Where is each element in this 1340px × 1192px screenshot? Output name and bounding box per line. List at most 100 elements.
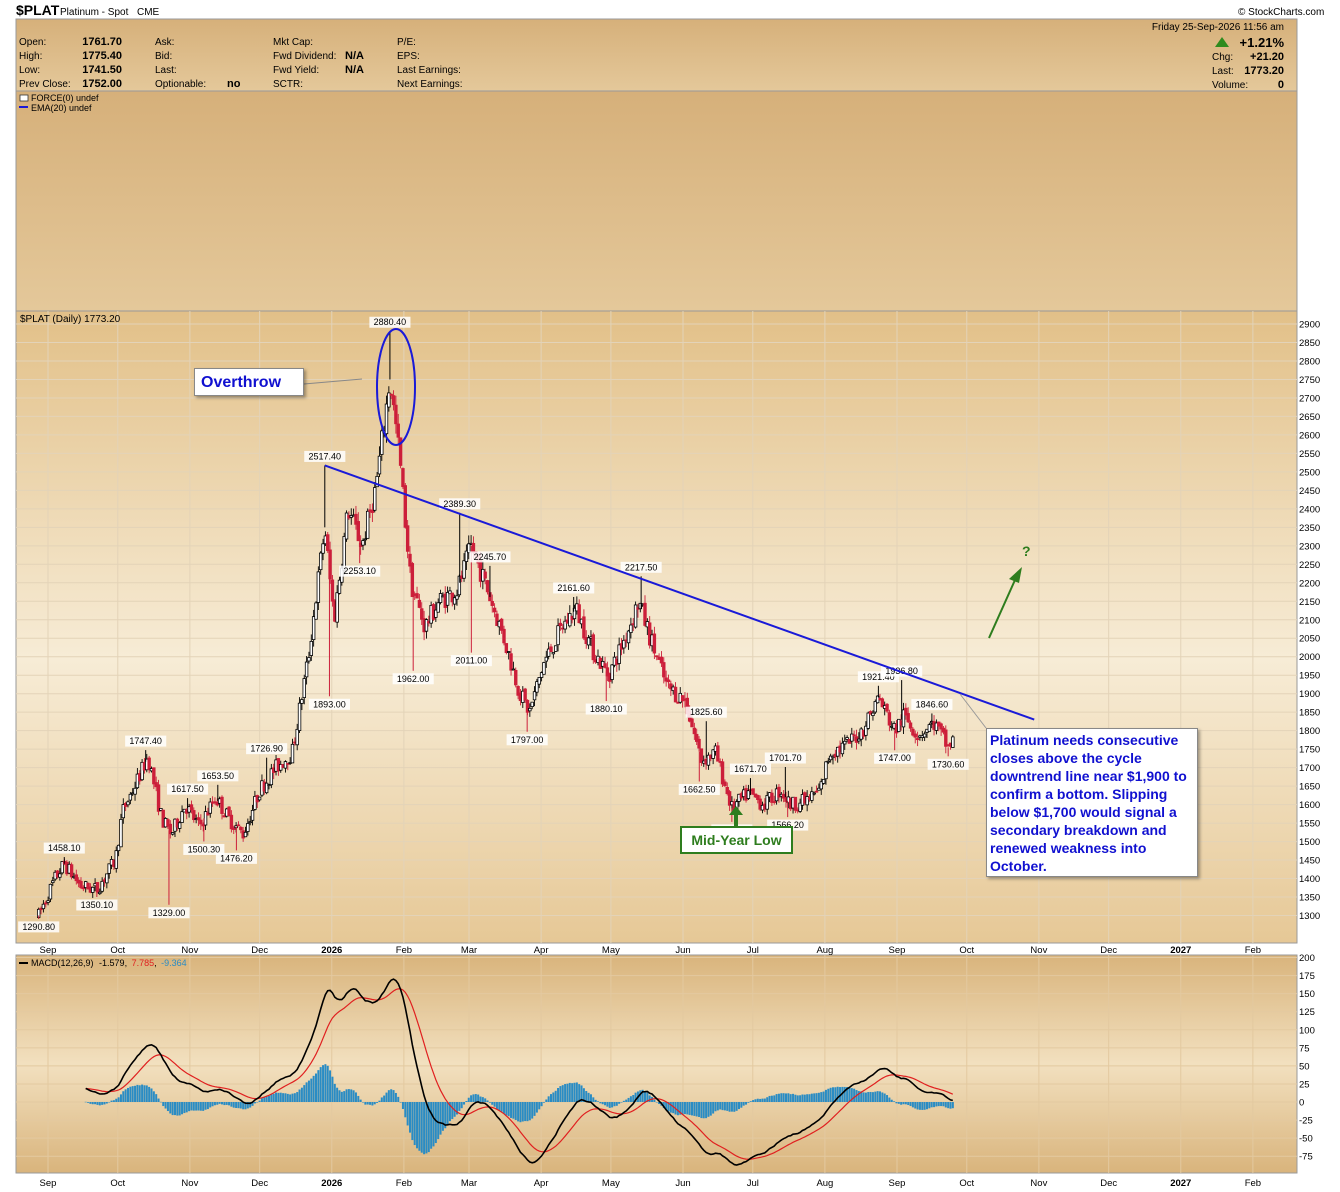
candle-body xyxy=(812,792,816,795)
macd-x-tick-label: Oct xyxy=(959,1178,974,1189)
macd-histogram-bar xyxy=(622,1100,625,1102)
x-tick-label: Oct xyxy=(110,945,125,956)
candle-body xyxy=(246,823,250,832)
macd-histogram-bar xyxy=(425,1102,428,1154)
candle-body xyxy=(539,672,544,678)
candle-body xyxy=(373,487,377,511)
macd-histogram-bar xyxy=(528,1102,531,1121)
candle-body xyxy=(405,525,410,552)
macd-histogram-bar xyxy=(902,1102,905,1105)
macd-histogram-bar xyxy=(676,1102,679,1116)
candle-body xyxy=(445,592,450,606)
candle-body xyxy=(652,633,657,654)
macd-histogram-bar xyxy=(305,1082,308,1102)
macd-histogram-bar xyxy=(604,1102,607,1106)
brand-logo[interactable]: © StockCharts.com xyxy=(1238,7,1324,18)
x-tick-label: Apr xyxy=(534,945,549,956)
candle-body xyxy=(843,740,847,745)
macd-histogram-bar xyxy=(263,1097,266,1102)
macd-histogram-bar xyxy=(759,1098,762,1102)
macd-histogram-bar xyxy=(857,1091,860,1102)
candle-body xyxy=(913,733,917,738)
macd-histogram-bar xyxy=(705,1102,708,1119)
macd-x-tick-label: Dec xyxy=(1100,1178,1117,1189)
price-tick-label: 1950 xyxy=(1299,671,1320,682)
point-label-bg xyxy=(308,698,350,710)
candle-body xyxy=(403,485,407,528)
macd-histogram-bar xyxy=(517,1102,520,1122)
macd-histogram-bar xyxy=(933,1102,936,1108)
macd-histogram-bar xyxy=(134,1085,137,1102)
macd-histogram-bar xyxy=(878,1091,881,1102)
macd-histogram-bar xyxy=(216,1102,219,1105)
macd-histogram-bar xyxy=(571,1083,574,1102)
candle-body xyxy=(297,702,302,731)
macd-histogram-bar xyxy=(580,1085,583,1102)
candle-body xyxy=(243,831,248,838)
candle-body xyxy=(384,403,389,435)
candle-body xyxy=(203,811,208,826)
macd-histogram-bar xyxy=(695,1102,698,1117)
macd-histogram-bar xyxy=(552,1092,555,1102)
symbol: $PLAT xyxy=(16,2,60,18)
candle-body xyxy=(116,844,121,852)
macd-histogram-bar xyxy=(841,1086,844,1102)
candle-body xyxy=(464,550,469,562)
macd-histogram-bar xyxy=(817,1092,820,1102)
macd-histogram-bar xyxy=(690,1102,693,1116)
macd-histogram-bar xyxy=(787,1093,790,1102)
point-label-bg xyxy=(304,450,346,462)
analysis-note: Platinum needs consecutive closes above … xyxy=(986,728,1198,877)
point-label-bg xyxy=(18,921,60,933)
macd-histogram-bar xyxy=(392,1090,395,1102)
candle-body xyxy=(180,811,184,823)
macd-histogram-bar xyxy=(568,1082,571,1102)
macd-histogram-bar xyxy=(376,1102,379,1103)
candle-body xyxy=(939,723,943,730)
candle-body xyxy=(911,728,915,736)
point-label-bg xyxy=(197,770,239,782)
candle-body xyxy=(864,725,868,736)
last2-value: 1773.20 xyxy=(1244,65,1284,77)
macd-histogram-bar xyxy=(119,1094,122,1102)
macd-histogram-bar xyxy=(432,1102,435,1147)
macd-histogram-bar xyxy=(540,1102,543,1107)
macd-histogram-bar xyxy=(606,1102,609,1107)
point-label: 1662.50 xyxy=(683,784,716,794)
candle-body xyxy=(727,791,732,806)
candle-body xyxy=(452,597,457,605)
candle-body xyxy=(283,761,288,769)
candle-body xyxy=(840,742,845,755)
macd-histogram-bar xyxy=(897,1102,900,1104)
point-label: 2245.70 xyxy=(474,552,507,562)
candle-body xyxy=(46,900,50,903)
macd-histogram-bar xyxy=(87,1102,90,1103)
candle-body xyxy=(448,590,452,595)
point-label-bg xyxy=(215,852,257,864)
candle-body xyxy=(396,423,400,438)
macd-histogram-bar xyxy=(740,1102,743,1108)
macd-histogram-bar xyxy=(404,1102,407,1118)
macd-histogram-bar xyxy=(836,1086,839,1102)
macd-histogram-bar xyxy=(867,1092,870,1102)
fwd-yield-label: Fwd Yield: xyxy=(273,65,319,76)
macd-histogram-bar xyxy=(519,1102,522,1123)
macd-histogram-bar xyxy=(714,1102,717,1112)
macd-histogram-bar xyxy=(815,1093,818,1102)
macd-histogram-bar xyxy=(545,1099,548,1102)
candle-body xyxy=(857,738,861,742)
macd-histogram-bar xyxy=(298,1089,301,1102)
candle-body xyxy=(516,686,520,696)
candle-body xyxy=(798,802,802,812)
macd-histogram-bar xyxy=(94,1102,97,1105)
point-label-bg xyxy=(76,899,118,911)
macd-histogram-bar xyxy=(359,1099,362,1102)
macd-tick-label: -50 xyxy=(1299,1134,1313,1145)
point-label-bg xyxy=(43,842,85,854)
macd-histogram-bar xyxy=(256,1102,259,1103)
candle-body xyxy=(363,538,368,541)
macd-histogram-bar xyxy=(923,1102,926,1110)
price-tick-label: 2400 xyxy=(1299,504,1320,515)
candle-body xyxy=(370,509,375,513)
macd-histogram-bar xyxy=(329,1070,332,1102)
